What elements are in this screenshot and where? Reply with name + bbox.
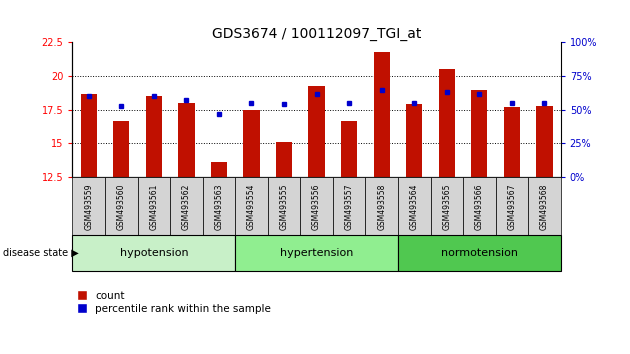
Text: GSM493561: GSM493561	[149, 184, 158, 230]
Bar	[333, 177, 365, 237]
Bar	[430, 177, 463, 237]
Text: GSM493562: GSM493562	[182, 184, 191, 230]
Text: GSM493555: GSM493555	[280, 184, 289, 230]
Bar	[536, 106, 553, 177]
Bar	[406, 104, 422, 177]
Text: hypertension: hypertension	[280, 248, 353, 258]
Title: GDS3674 / 100112097_TGI_at: GDS3674 / 100112097_TGI_at	[212, 28, 421, 41]
Bar	[105, 177, 137, 237]
Legend: count, percentile rank within the sample: count, percentile rank within the sample	[72, 287, 275, 318]
Text: GSM493556: GSM493556	[312, 184, 321, 230]
Text: GSM493558: GSM493558	[377, 184, 386, 230]
Bar	[235, 177, 268, 237]
Bar	[211, 162, 227, 177]
Bar	[268, 177, 301, 237]
Bar	[276, 142, 292, 177]
Text: GSM493564: GSM493564	[410, 184, 419, 230]
Bar	[496, 177, 528, 237]
Bar	[471, 90, 488, 177]
Text: GSM493566: GSM493566	[475, 184, 484, 230]
Bar	[398, 235, 561, 271]
Bar	[463, 177, 496, 237]
Bar	[309, 86, 324, 177]
Bar	[365, 177, 398, 237]
Bar	[178, 103, 195, 177]
Bar	[438, 69, 455, 177]
Bar	[170, 177, 203, 237]
Bar	[113, 120, 129, 177]
Text: GSM493565: GSM493565	[442, 184, 451, 230]
Bar	[243, 110, 260, 177]
Bar	[504, 107, 520, 177]
Bar	[137, 177, 170, 237]
Bar	[72, 235, 235, 271]
Bar	[203, 177, 235, 237]
Text: GSM493557: GSM493557	[345, 184, 353, 230]
Bar	[341, 120, 357, 177]
Text: GSM493567: GSM493567	[507, 184, 517, 230]
Bar	[81, 93, 97, 177]
Text: disease state ▶: disease state ▶	[3, 248, 79, 258]
Text: GSM493568: GSM493568	[540, 184, 549, 230]
Bar	[398, 177, 430, 237]
Bar	[374, 52, 390, 177]
Text: GSM493554: GSM493554	[247, 184, 256, 230]
Bar	[528, 177, 561, 237]
Bar	[235, 235, 398, 271]
Text: GSM493563: GSM493563	[214, 184, 224, 230]
Bar	[72, 177, 105, 237]
Text: GSM493560: GSM493560	[117, 184, 126, 230]
Bar	[146, 96, 162, 177]
Text: GSM493559: GSM493559	[84, 184, 93, 230]
Text: hypotension: hypotension	[120, 248, 188, 258]
Text: normotension: normotension	[441, 248, 518, 258]
Bar	[301, 177, 333, 237]
